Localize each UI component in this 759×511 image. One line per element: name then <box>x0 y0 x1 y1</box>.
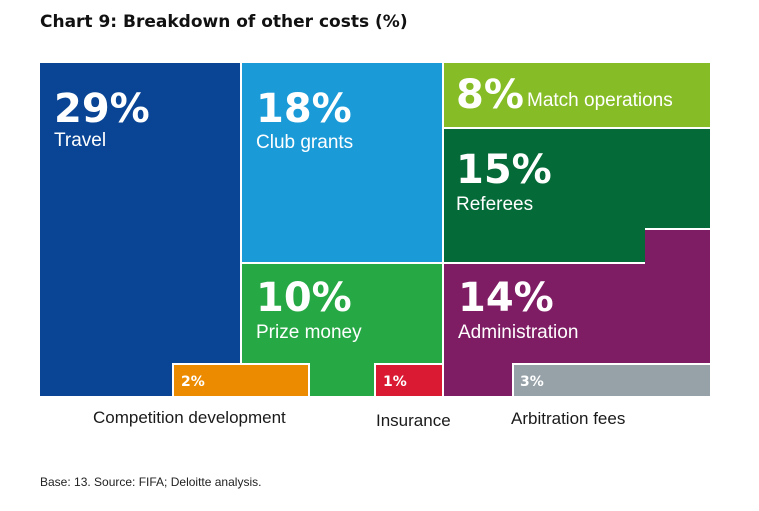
footnote: Base: 13. Source: FIFA; Deloitte analysi… <box>40 475 262 489</box>
prize-money-value-label: 10% <box>256 275 352 321</box>
match-operations-tile <box>444 63 710 127</box>
insurance-label: Insurance <box>376 411 451 430</box>
insurance-value-label: 1% <box>383 374 407 390</box>
administration-value-label: 14% <box>458 275 554 321</box>
prize-money-tile <box>242 264 442 396</box>
referees-tile <box>444 129 710 262</box>
administration-category-label: Administration <box>458 322 578 343</box>
arbitration-fees-tile <box>514 365 710 396</box>
travel-category-label: Travel <box>54 130 106 151</box>
travel-tile <box>40 63 240 396</box>
club-grants-value-label: 18% <box>256 86 352 132</box>
competition-development-value-label: 2% <box>181 374 205 390</box>
travel-value-label: 29% <box>54 86 150 132</box>
referees-category-label: Referees <box>456 194 533 215</box>
competition-development-label: Competition development <box>93 408 286 427</box>
club-grants-tile <box>242 63 442 262</box>
competition-development-tile <box>174 365 308 396</box>
match-operations-value-label: 8% <box>456 72 524 118</box>
arbitration-fees-label: Arbitration fees <box>511 409 626 428</box>
insurance-tile <box>376 365 442 396</box>
prize-money-category-label: Prize money <box>256 322 362 343</box>
arbitration-fees-value-label: 3% <box>520 374 544 390</box>
match-operations-category-label: Match operations <box>527 90 673 111</box>
referees-value-label: 15% <box>456 147 552 193</box>
chart-title: Chart 9: Breakdown of other costs (%) <box>40 12 408 32</box>
club-grants-category-label: Club grants <box>256 132 353 153</box>
administration-tile <box>444 230 710 396</box>
